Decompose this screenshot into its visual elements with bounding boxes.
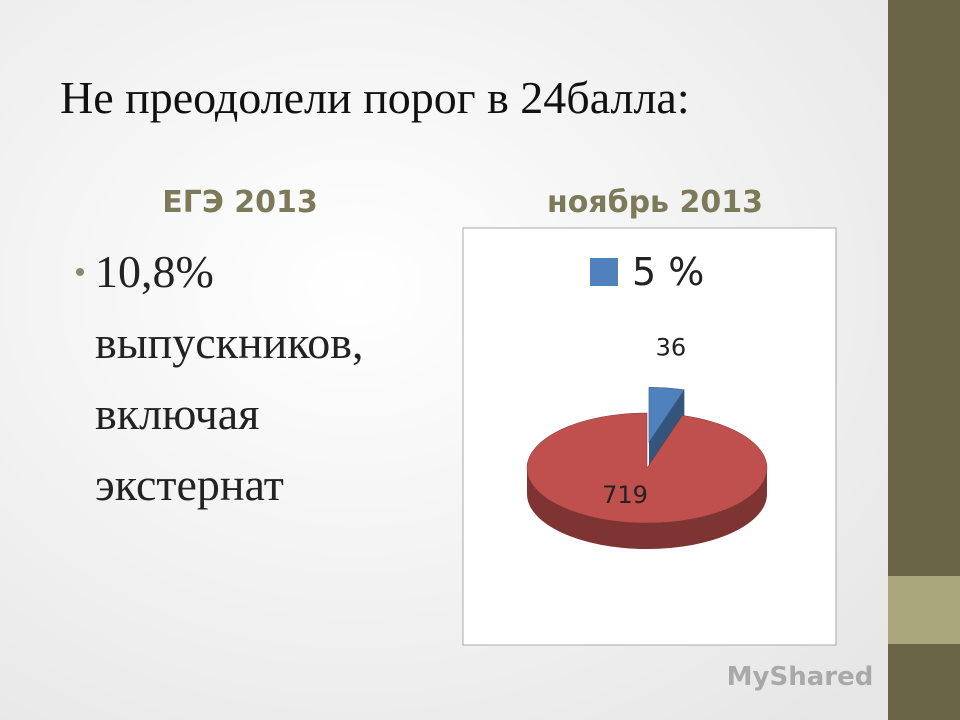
- slice-side: [527, 468, 767, 549]
- bullet-line: выпускников,: [95, 317, 363, 368]
- data-label: 36: [656, 333, 687, 361]
- column-heading: ЕГЭ 2013: [162, 185, 318, 220]
- bullet-line: включая: [95, 388, 259, 439]
- pie-slice: [526, 412, 768, 524]
- legend-label: 5 %: [632, 250, 704, 294]
- bullet-line: 10,8%: [95, 246, 214, 297]
- side-bar-accent: [888, 576, 960, 644]
- pie-chart: 5 % 36 719: [526, 250, 768, 549]
- side-bar: [888, 644, 960, 720]
- pie-slice: [648, 387, 685, 444]
- bullet-text: 10,8% выпускников, включая экстернат: [95, 246, 363, 510]
- side-bar: [888, 0, 960, 576]
- title: Не преодолели порог в 24балла:: [60, 72, 690, 123]
- slice-side: [648, 389, 685, 469]
- bullet-line: экстернат: [95, 459, 284, 510]
- watermark: MyShared: [727, 662, 874, 692]
- bullet-dot: [76, 268, 84, 276]
- column-heading: ноябрь 2013: [547, 185, 763, 220]
- legend-swatch: [590, 258, 618, 286]
- data-label: 719: [602, 481, 648, 509]
